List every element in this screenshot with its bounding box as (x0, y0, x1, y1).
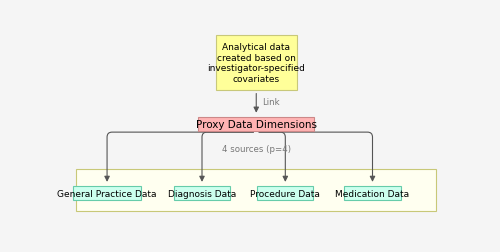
Text: General Practice Data: General Practice Data (58, 189, 157, 198)
FancyBboxPatch shape (216, 36, 297, 90)
Text: Medication Data: Medication Data (336, 189, 409, 198)
FancyBboxPatch shape (257, 186, 314, 201)
Text: 4 sources (p=4): 4 sources (p=4) (222, 145, 291, 153)
FancyBboxPatch shape (76, 169, 436, 211)
Text: Proxy Data Dimensions: Proxy Data Dimensions (196, 119, 317, 129)
FancyBboxPatch shape (198, 117, 314, 132)
FancyBboxPatch shape (344, 186, 401, 201)
Text: Diagnosis Data: Diagnosis Data (168, 189, 236, 198)
Text: Analytical data
created based on
investigator-specified
covariates: Analytical data created based on investi… (208, 43, 305, 83)
Text: Link: Link (262, 97, 280, 106)
FancyBboxPatch shape (73, 186, 141, 201)
FancyBboxPatch shape (174, 186, 230, 201)
Text: Procedure Data: Procedure Data (250, 189, 320, 198)
